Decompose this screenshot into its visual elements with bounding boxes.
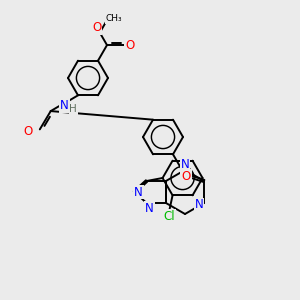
- Text: O: O: [23, 125, 32, 138]
- Text: O: O: [182, 169, 191, 182]
- Text: Cl: Cl: [164, 210, 176, 223]
- Text: O: O: [125, 39, 135, 52]
- Text: N: N: [134, 185, 143, 199]
- Text: CH₃: CH₃: [105, 14, 122, 23]
- Text: O: O: [92, 21, 101, 34]
- Text: N: N: [60, 99, 69, 112]
- Text: N: N: [181, 158, 189, 172]
- Text: N: N: [195, 199, 203, 212]
- Text: H: H: [69, 104, 77, 114]
- Text: N: N: [145, 202, 154, 214]
